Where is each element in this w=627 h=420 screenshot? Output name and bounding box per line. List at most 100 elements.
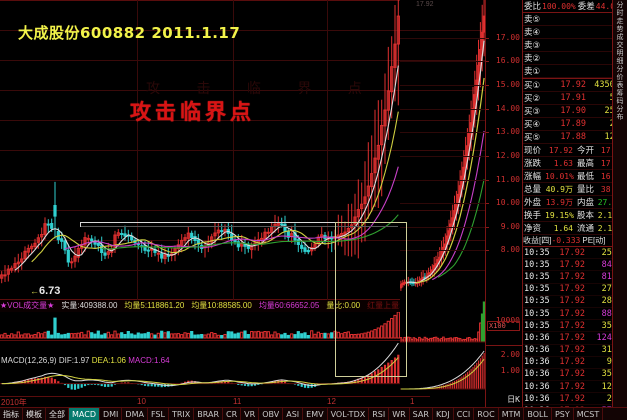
tick-volume: 28	[589, 394, 617, 404]
order-label: 卖⑤	[524, 15, 541, 25]
indicator-tab-rsi[interactable]: RSI	[369, 408, 390, 420]
stat-key: 现价	[524, 145, 542, 155]
side-strip-char[interactable]: 分	[616, 2, 624, 9]
sell-order-row[interactable]: 卖②	[523, 52, 627, 65]
indicator-tab-sar[interactable]: SAR	[410, 408, 433, 420]
indicator-tab-emv[interactable]: EMV	[303, 408, 328, 420]
kline-gridline	[137, 0, 138, 300]
side-strip-char[interactable]: 成	[616, 34, 624, 41]
macd-axis: 2.00 1.00 日K	[485, 345, 522, 407]
intraday-macd-pane	[400, 345, 485, 395]
tick-volume: 1244	[596, 332, 617, 343]
indicator-tab-mtm[interactable]: MTM	[499, 408, 525, 420]
price-axis-label: 10.00	[495, 198, 520, 208]
chart-period-label[interactable]: 日K	[507, 395, 520, 404]
side-strip-char[interactable]: 分	[616, 106, 624, 113]
tick-price: 17.92	[559, 357, 585, 368]
indicator-tab-dma[interactable]: DMA	[122, 408, 148, 420]
side-strip-char[interactable]: 明	[616, 50, 624, 57]
macd-indicator-legend: MACD(12,26,9) DIF:1.97 DEA:1.06 MACD:1.6…	[1, 355, 170, 366]
macd-dea-label: DEA:	[91, 356, 111, 365]
sell-order-row[interactable]: 卖⑤	[523, 13, 627, 26]
order-price: 17.88	[560, 132, 586, 142]
side-strip-char[interactable]: 细	[616, 58, 624, 65]
vol-legend-item: 均量60:66652.05	[258, 301, 320, 310]
indicator-tab-obv[interactable]: OBV	[259, 408, 284, 420]
macd-axis-label: 1.00	[500, 366, 520, 375]
side-strip-char[interactable]: 分	[616, 66, 624, 73]
side-strip-char[interactable]: 码	[616, 98, 624, 105]
indicator-tab-dmi[interactable]: DMI	[100, 408, 123, 420]
kline-gridline	[0, 150, 400, 151]
kline-gridline	[233, 0, 234, 300]
stat-key: 涨跌	[524, 158, 542, 168]
sell-order-row[interactable]: 卖④	[523, 26, 627, 39]
indicator-tab-cci[interactable]: CCI	[454, 408, 475, 420]
quote-statistics: 现价17.92今开17.92涨跌1.63最高17.92涨幅10.01%最低16.…	[523, 144, 627, 235]
price-axis-label: 13.00	[495, 127, 520, 137]
tick-time: 10:36	[524, 369, 550, 380]
macd-axis-label: 2.00	[500, 350, 520, 359]
indicator-tab-kdj[interactable]: KDJ	[433, 408, 454, 420]
stat-value: 10.01%	[545, 171, 574, 181]
indicator-tab-wr[interactable]: WR	[389, 408, 410, 420]
tick-time: 10:36	[524, 332, 550, 343]
tick-time: 10:35	[524, 320, 550, 331]
tabbar-指标[interactable]: 指标	[0, 408, 23, 420]
volume-axis-label: 10000	[495, 316, 520, 325]
price-axis-tick	[486, 37, 489, 39]
indicator-tab-vr[interactable]: VR	[241, 408, 260, 420]
sell-order-row[interactable]: 卖①	[523, 65, 627, 78]
buy-order-row[interactable]: 买① 17.92 435047	[523, 79, 627, 92]
sell-order-book[interactable]: 卖⑤ 卖④ 卖③ 卖② 卖①	[523, 13, 627, 79]
tick-price: 17.92	[559, 259, 585, 270]
indicator-tab-psy[interactable]: PSY	[552, 408, 574, 420]
side-strip-char[interactable]: 布	[616, 114, 624, 121]
price-axis-tick	[486, 203, 489, 205]
indicator-tab-brar[interactable]: BRAR	[194, 408, 224, 420]
tick-volume: 257	[601, 247, 617, 258]
indicator-tab-asi[interactable]: ASI	[283, 408, 304, 420]
side-strip-char[interactable]: 交	[616, 42, 624, 49]
indicator-tab-cr[interactable]: CR	[223, 408, 242, 420]
kline-chart-pane[interactable]: 攻 击 临 界 点 攻击临界点 大成股份600882 2011.1.17 ←6.…	[0, 0, 407, 377]
side-strip-char[interactable]: 表	[616, 82, 624, 89]
macd-indicator-pane[interactable]: MACD(12,26,9) DIF:1.97 DEA:1.06 MACD:1.6…	[0, 340, 400, 395]
pe-label: PE[动]	[582, 236, 606, 245]
side-strip-char[interactable]: 势	[616, 26, 624, 33]
indicator-tab-roc[interactable]: ROC	[474, 408, 499, 420]
order-label: 卖②	[524, 54, 541, 64]
tabbar-模板[interactable]: 模板	[23, 408, 46, 420]
price-axis-tick	[486, 132, 489, 134]
side-strip-char[interactable]: 时	[616, 10, 624, 17]
tick-trade-list[interactable]: 10:3517.92257S10:3517.92847S10:3517.9281…	[523, 247, 627, 420]
tick-volume: 359	[601, 320, 617, 331]
indicator-tabbar[interactable]: 指标 模板 全部 MACD DMI DMA FSL TRIX BRAR CR VR OBV ASI EMV…	[0, 407, 627, 420]
intraday-top-price-label: 17.92	[416, 1, 434, 8]
order-label: 卖③	[524, 41, 541, 51]
intraday-chart-pane[interactable]: 17.92	[400, 0, 485, 300]
order-price: 17.92	[560, 80, 586, 90]
side-strip-char[interactable]: 价	[616, 74, 624, 81]
tabbar-全部[interactable]: 全部	[46, 408, 69, 420]
indicator-tab-fsl[interactable]: FSL	[148, 408, 169, 420]
price-axis: 17.00 16.00 15.00 14.00 13.00 12.00 11.00 10.00…	[485, 0, 522, 300]
vol-legend-item: 量比:0.00	[326, 301, 361, 310]
quote-side-strip[interactable]: 分时走势成交明细分价表筹码分布	[612, 0, 627, 407]
intraday-gridline	[400, 120, 485, 121]
vol-legend-item: 均量5:118861.20	[124, 301, 185, 310]
intraday-volume-bars	[400, 301, 485, 343]
kline-gridline	[0, 30, 400, 31]
indicator-tab-trix[interactable]: TRIX	[169, 408, 195, 420]
indicator-tab-macd[interactable]: MACD	[69, 408, 100, 420]
sell-order-row[interactable]: 卖③	[523, 39, 627, 52]
side-strip-char[interactable]: 走	[616, 18, 624, 25]
indicator-tab-boll[interactable]: BOLL	[524, 408, 552, 420]
kline-gridline	[0, 240, 400, 241]
kline-gridline	[0, 120, 400, 121]
side-strip-char[interactable]: 筹	[616, 90, 624, 97]
volume-indicator-pane[interactable]: ★VOL成交量★ 实量:409388.00 均量5:118861.20 均量10:88…	[0, 300, 400, 340]
indicator-tab-vol-tdx[interactable]: VOL-TDX	[328, 408, 370, 420]
intraday-gridline	[400, 250, 485, 251]
indicator-tab-mcst[interactable]: MCST	[574, 408, 604, 420]
